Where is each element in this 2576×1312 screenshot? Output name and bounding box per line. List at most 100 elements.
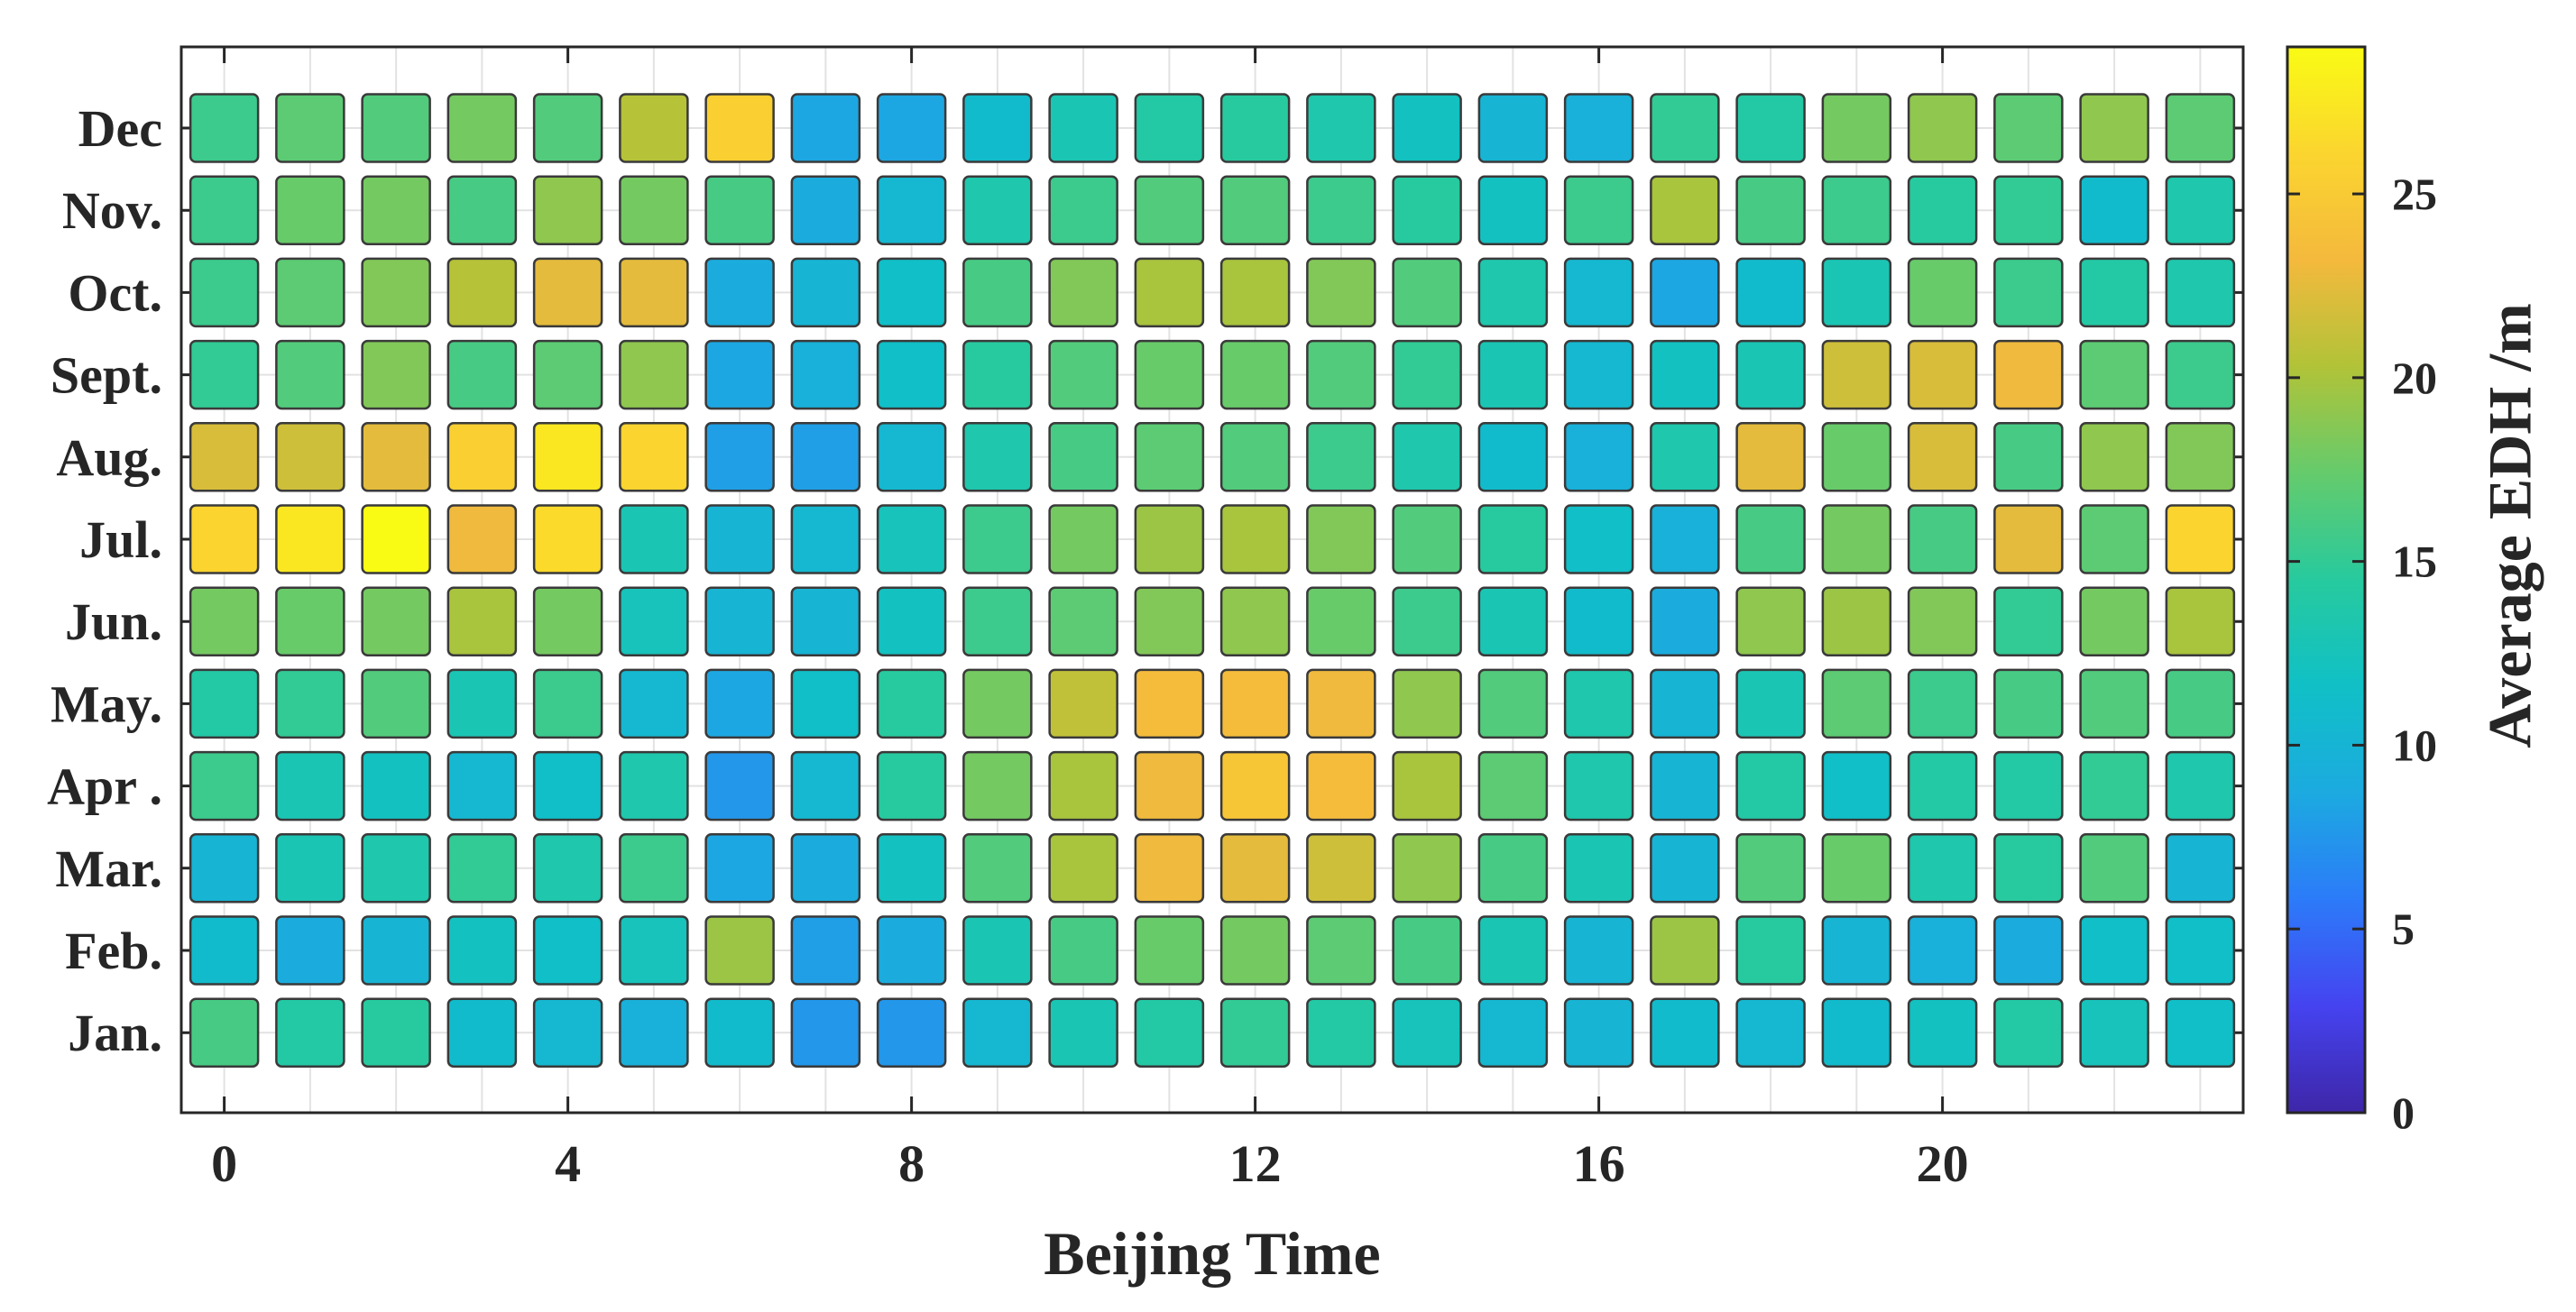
heatmap-cell — [790, 339, 861, 410]
heatmap-cell — [1392, 750, 1462, 821]
heatmap-cell — [1477, 750, 1549, 821]
heatmap-cell — [876, 668, 947, 739]
heatmap-cell — [1048, 339, 1118, 410]
heatmap-cell — [790, 422, 861, 492]
heatmap-cell — [619, 668, 689, 739]
heatmap-cell — [619, 339, 689, 410]
heatmap-cell — [275, 257, 345, 328]
heatmap-cell — [361, 915, 431, 986]
colorbar — [2286, 45, 2367, 1115]
heatmap-cell — [790, 750, 861, 821]
heatmap-cell — [1048, 504, 1118, 574]
heatmap-cell — [1306, 668, 1376, 739]
heatmap-cell — [275, 504, 345, 574]
heatmap-cell — [704, 668, 775, 739]
heatmap-cell — [1993, 915, 2064, 986]
heatmap-cell — [1821, 668, 1892, 739]
heatmap-cell — [1134, 422, 1205, 492]
heatmap-cell — [1392, 93, 1462, 163]
heatmap-cell — [704, 257, 775, 328]
colorbar-tick-label: 10 — [2392, 720, 2437, 770]
x-tick-label: 12 — [1229, 1134, 1282, 1193]
heatmap-cell — [1306, 750, 1376, 821]
y-tick-label: Aug. — [56, 428, 162, 487]
heatmap-cell — [1306, 422, 1376, 492]
heatmap-cell — [1392, 997, 1462, 1068]
heatmap-cell — [1477, 422, 1549, 492]
heatmap-cell — [275, 586, 345, 656]
colorbar-tick-label: 5 — [2392, 904, 2415, 954]
y-tick-label: Apr . — [47, 757, 162, 816]
heatmap-cell — [876, 257, 947, 328]
heatmap-cell — [189, 997, 260, 1068]
x-tick-label: 8 — [898, 1134, 925, 1193]
heatmap-cell — [446, 915, 518, 986]
colorbar-tick-label: 20 — [2392, 353, 2437, 403]
heatmap-cell — [704, 339, 775, 410]
heatmap-cell — [1219, 339, 1291, 410]
heatmap-cell — [275, 175, 345, 245]
heatmap-cell — [189, 668, 260, 739]
heatmap-cell — [1219, 504, 1291, 574]
heatmap-cell — [1821, 175, 1892, 245]
heatmap-cell — [532, 997, 603, 1068]
heatmap-cell — [2165, 586, 2236, 656]
heatmap-cell — [1993, 257, 2064, 328]
heatmap-cell — [962, 915, 1033, 986]
heatmap-cell — [1477, 997, 1549, 1068]
heatmap-cell — [2079, 997, 2149, 1068]
heatmap-cell — [2079, 750, 2149, 821]
heatmap-cell — [1907, 750, 1978, 821]
heatmap-cell — [619, 915, 689, 986]
heatmap-cell — [1134, 93, 1205, 163]
heatmap-cell — [1392, 668, 1462, 739]
heatmap-cell — [704, 750, 775, 821]
heatmap-cell — [2165, 668, 2236, 739]
heatmap-cell — [1219, 750, 1291, 821]
heatmap-cell — [1907, 504, 1978, 574]
heatmap-cell — [189, 750, 260, 821]
heatmap-cell — [275, 668, 345, 739]
heatmap-cell — [1563, 339, 1634, 410]
heatmap-cell — [532, 422, 603, 492]
heatmap-cell — [876, 93, 947, 163]
heatmap-cell — [275, 339, 345, 410]
heatmap-cell — [1735, 833, 1806, 904]
heatmap-cell — [1907, 586, 1978, 656]
heatmap-cell — [962, 750, 1033, 821]
colorbar-title: Average EDH /m — [2476, 303, 2544, 748]
heatmap-cell — [1134, 997, 1205, 1068]
heatmap-cell — [189, 422, 260, 492]
y-tick-label: Jul. — [79, 510, 162, 569]
heatmap-cell — [189, 915, 260, 986]
heatmap-cell — [1048, 93, 1118, 163]
heatmap-cell — [962, 339, 1033, 410]
heatmap-cell — [1306, 175, 1376, 245]
heatmap-cell — [619, 750, 689, 821]
heatmap-cell — [1821, 93, 1892, 163]
y-tick-label: Nov. — [62, 181, 162, 240]
heatmap-cell — [1907, 997, 1978, 1068]
heatmap-cell — [1650, 175, 1720, 245]
heatmap-cell — [1477, 257, 1549, 328]
heatmap-cell — [1219, 422, 1291, 492]
heatmap-cell — [532, 504, 603, 574]
heatmap-cell — [1821, 833, 1892, 904]
heatmap-cell — [704, 586, 775, 656]
heatmap-cell — [1219, 93, 1291, 163]
heatmap-cell — [275, 750, 345, 821]
heatmap-cell — [361, 586, 431, 656]
heatmap-cell — [446, 93, 518, 163]
heatmap-cell — [1048, 915, 1118, 986]
heatmap-cell — [876, 175, 947, 245]
heatmap-cell — [1650, 339, 1720, 410]
heatmap-cell — [2165, 175, 2236, 245]
heatmap-cell — [1821, 915, 1892, 986]
heatmap-cell — [1392, 586, 1462, 656]
heatmap-cell — [532, 915, 603, 986]
heatmap-cell — [1563, 93, 1634, 163]
heatmap-cell — [361, 668, 431, 739]
heatmap-cell — [1993, 175, 2064, 245]
heatmap-cell — [704, 504, 775, 574]
